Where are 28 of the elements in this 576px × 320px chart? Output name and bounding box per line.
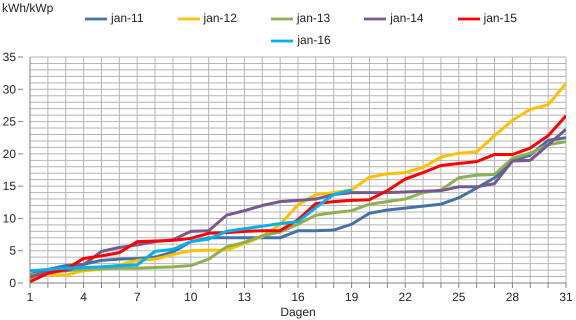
y-tick-label: 15 [2,179,16,194]
x-tick-label: 25 [452,290,466,304]
y-tick-label: 30 [2,82,16,96]
x-tick-label: 4 [80,290,88,304]
y-tick-label: 25 [2,114,16,129]
y-tick-label: 20 [2,146,16,161]
legend-label: jan-13 [296,11,330,26]
x-tick-label: 16 [291,290,305,304]
y-tick-label: 5 [9,244,16,258]
x-axis-title: Dagen [280,305,316,319]
line-series [30,188,354,272]
legend-label: jan-11 [111,11,144,26]
y-tick-label: 10 [2,211,16,226]
y-tick-label: 0 [9,276,16,290]
x-tick-label: 22 [398,290,412,304]
x-tick-label: 13 [238,290,252,304]
y-tick-label: 35 [2,50,16,64]
legend-label: jan-14 [390,11,424,26]
legend-label: jan-15 [484,11,517,26]
legend-label: jan-12 [204,11,237,26]
x-tick-label: 31 [559,290,573,304]
x-tick-label: 1 [26,290,34,304]
x-tick-label: 7 [134,290,141,304]
x-tick-label: 28 [506,290,520,304]
legend-label: jan-16 [297,33,331,48]
x-tick-label: 19 [344,290,359,304]
y-axis-title: kWh/kWp [2,1,54,15]
x-tick-label: 10 [184,290,198,304]
